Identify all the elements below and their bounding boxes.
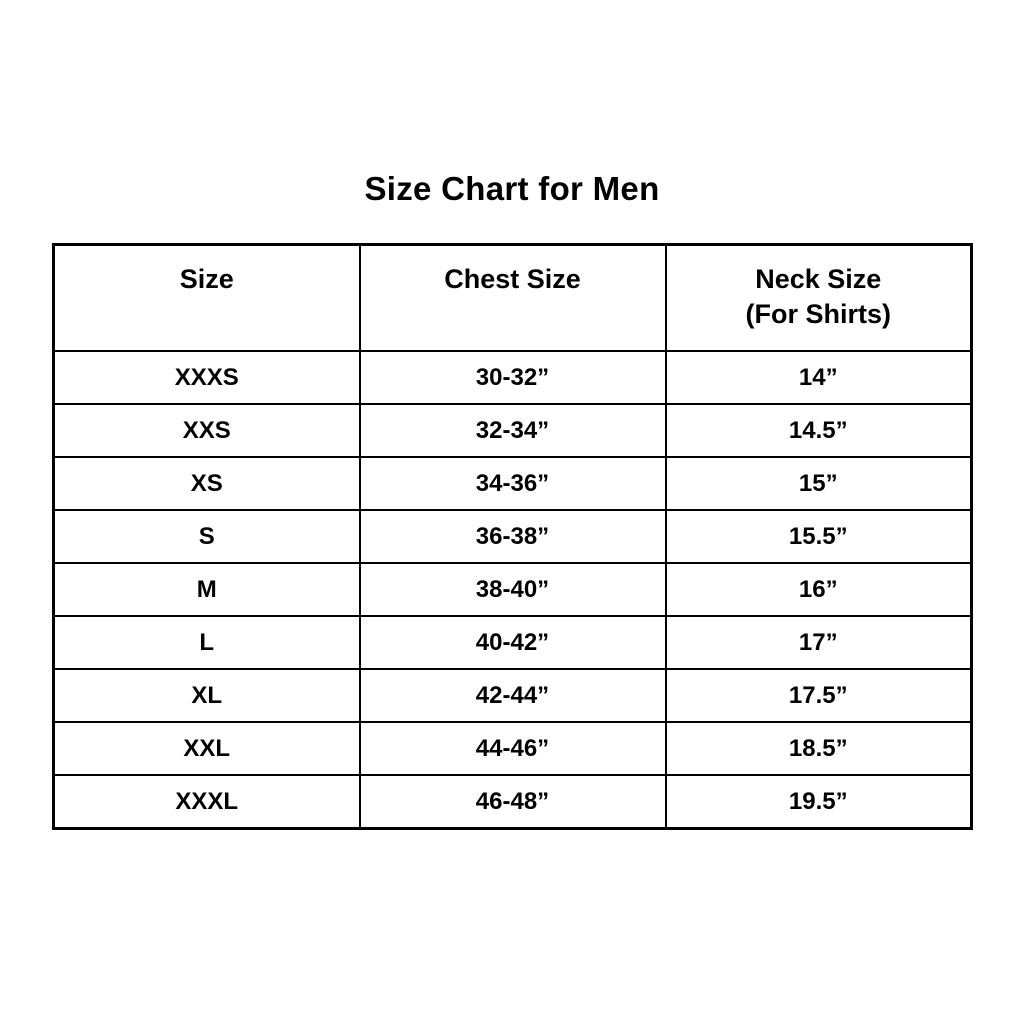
size-chart-header: Size Chest Size Neck Size (For Shirts) xyxy=(52,243,973,352)
table-row: XXL 44-46” 18.5” xyxy=(52,721,973,776)
cell-chest-size: 46-48” xyxy=(358,774,667,830)
cell-size: M xyxy=(52,562,361,617)
size-chart-table: Size Chest Size Neck Size (For Shirts) X… xyxy=(52,243,973,830)
cell-neck-size: 19.5” xyxy=(664,774,973,830)
cell-neck-size: 16” xyxy=(664,562,973,617)
cell-size: L xyxy=(52,615,361,670)
table-row: XXXS 30-32” 14” xyxy=(52,350,973,405)
table-row: M 38-40” 16” xyxy=(52,562,973,617)
cell-chest-size: 34-36” xyxy=(358,456,667,511)
cell-neck-size: 15” xyxy=(664,456,973,511)
column-header-chest-size-label: Chest Size xyxy=(444,264,581,294)
table-row: XL 42-44” 17.5” xyxy=(52,668,973,723)
column-header-neck-size-label: Neck Size xyxy=(755,264,882,294)
cell-chest-size: 44-46” xyxy=(358,721,667,776)
column-header-size: Size xyxy=(52,243,361,352)
column-header-size-label: Size xyxy=(179,264,234,294)
cell-size: XXL xyxy=(52,721,361,776)
cell-size: XL xyxy=(52,668,361,723)
header-row: Size Chest Size Neck Size (For Shirts) xyxy=(52,243,973,352)
cell-chest-size: 38-40” xyxy=(358,562,667,617)
table-row: L 40-42” 17” xyxy=(52,615,973,670)
cell-neck-size: 15.5” xyxy=(664,509,973,564)
cell-size: XXXL xyxy=(52,774,361,830)
cell-chest-size: 32-34” xyxy=(358,403,667,458)
cell-chest-size: 36-38” xyxy=(358,509,667,564)
cell-chest-size: 40-42” xyxy=(358,615,667,670)
table-row: XXXL 46-48” 19.5” xyxy=(52,774,973,830)
table-row: S 36-38” 15.5” xyxy=(52,509,973,564)
table-row: XS 34-36” 15” xyxy=(52,456,973,511)
column-header-neck-size-sublabel: (For Shirts) xyxy=(745,299,892,330)
cell-neck-size: 14” xyxy=(664,350,973,405)
cell-size: XS xyxy=(52,456,361,511)
cell-chest-size: 30-32” xyxy=(358,350,667,405)
cell-neck-size: 14.5” xyxy=(664,403,973,458)
cell-neck-size: 17.5” xyxy=(664,668,973,723)
cell-chest-size: 42-44” xyxy=(358,668,667,723)
size-chart-body: XXXS 30-32” 14” XXS 32-34” 14.5” XS 34-36” 15” S 3… xyxy=(52,350,973,830)
page-title: Size Chart for Men xyxy=(364,170,660,207)
cell-size: XXS xyxy=(52,403,361,458)
cell-neck-size: 17” xyxy=(664,615,973,670)
cell-size: S xyxy=(52,509,361,564)
column-header-neck-size: Neck Size (For Shirts) xyxy=(664,243,973,352)
column-header-chest-size: Chest Size xyxy=(358,243,667,352)
table-row: XXS 32-34” 14.5” xyxy=(52,403,973,458)
cell-size: XXXS xyxy=(52,350,361,405)
cell-neck-size: 18.5” xyxy=(664,721,973,776)
